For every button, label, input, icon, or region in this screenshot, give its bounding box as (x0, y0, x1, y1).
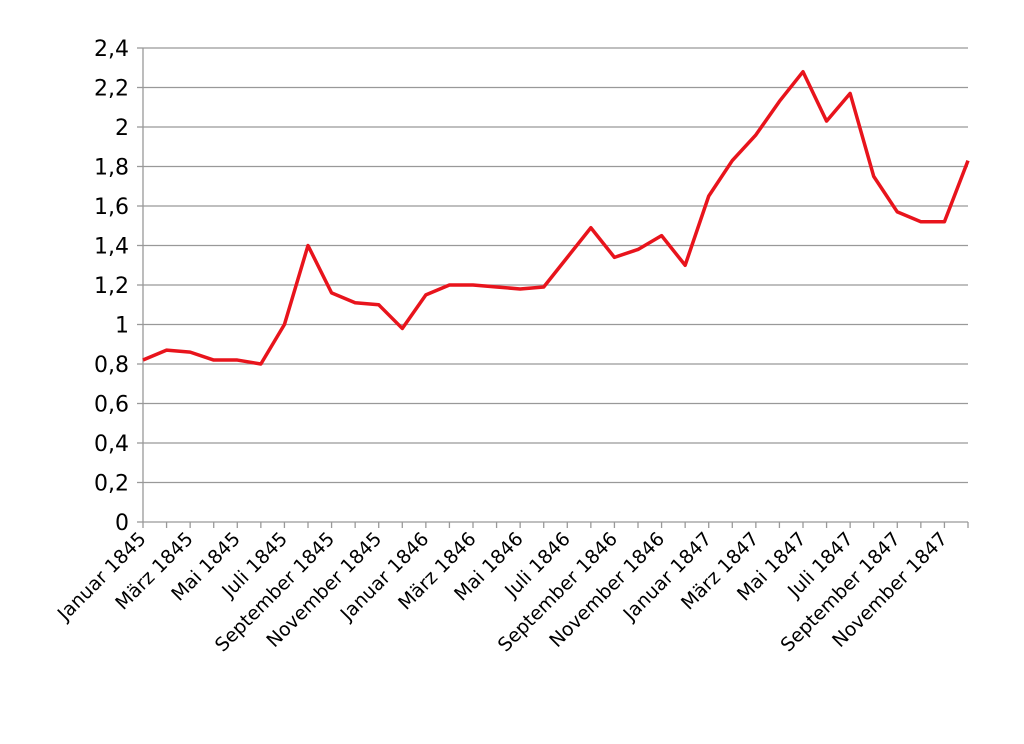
y-tick-label: 0,8 (94, 353, 129, 378)
y-tick-label: 2,4 (94, 37, 129, 62)
y-tick-label: 0,6 (94, 393, 129, 418)
y-tick-label: 1,4 (94, 235, 129, 260)
y-tick-label: 0,2 (94, 472, 129, 497)
y-tick-label: 1,8 (94, 156, 129, 181)
y-tick-label: 1,2 (94, 274, 129, 299)
y-tick-label: 0,4 (94, 432, 129, 457)
data-line (142, 69, 970, 366)
y-tick-label: 1 (115, 314, 129, 339)
y-tick-label: 2 (115, 116, 129, 141)
y-tick-label: 1,6 (94, 195, 129, 220)
y-tick-label: 0 (115, 511, 129, 536)
y-tick-label: 2,2 (94, 77, 129, 102)
